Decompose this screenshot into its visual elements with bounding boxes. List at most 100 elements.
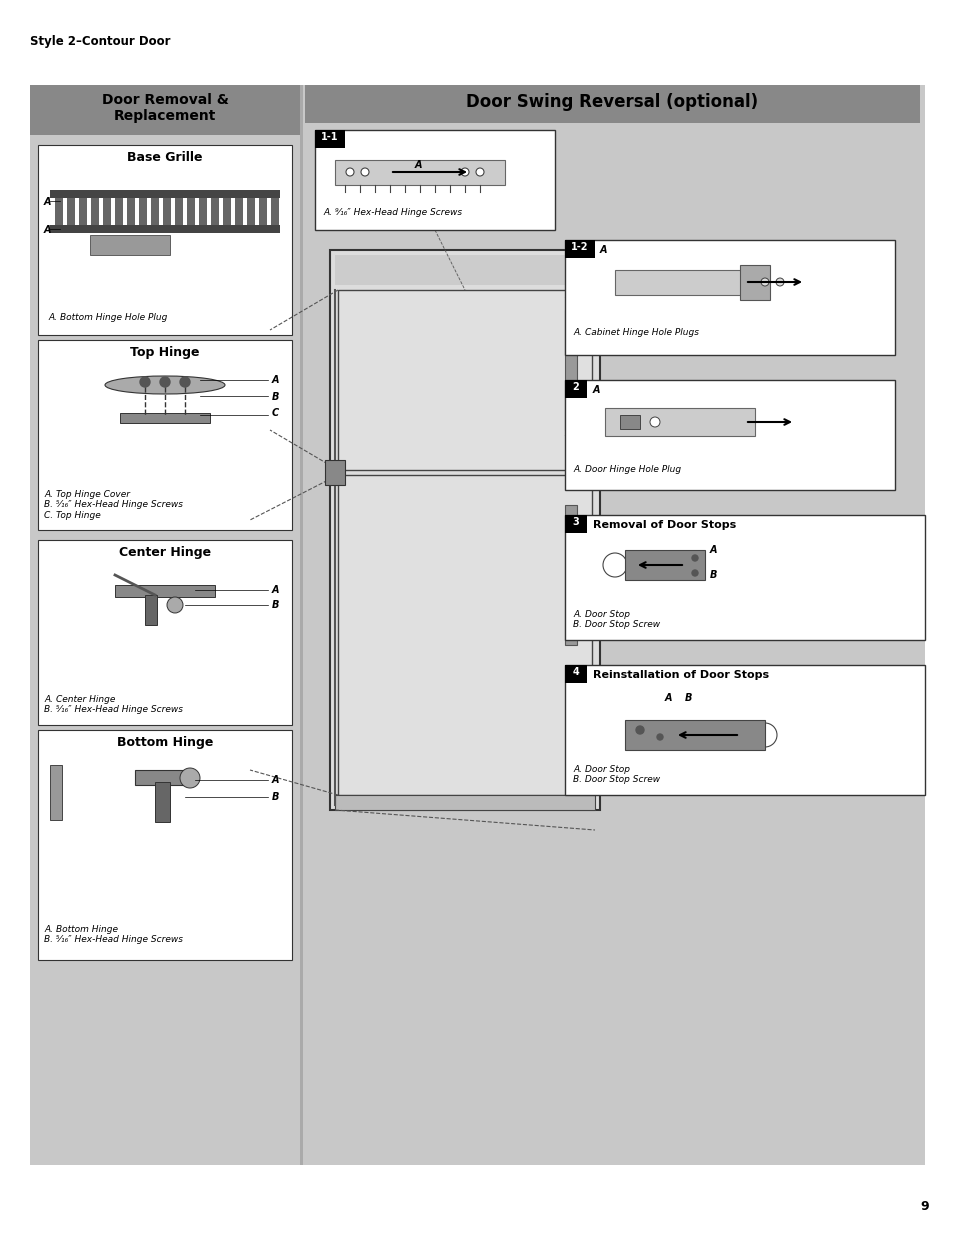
Circle shape: [360, 168, 369, 177]
Bar: [139, 195, 147, 230]
Circle shape: [691, 571, 698, 576]
Bar: [55, 195, 63, 230]
Bar: [604, 408, 754, 436]
Bar: [564, 310, 577, 430]
Bar: [564, 505, 577, 645]
Bar: [38, 340, 292, 530]
Bar: [740, 266, 769, 300]
Text: B: B: [709, 571, 717, 580]
Circle shape: [140, 377, 150, 387]
Bar: [135, 769, 194, 785]
Bar: [624, 720, 764, 750]
Text: A. Bottom Hinge
B. ⁵⁄₁₆″ Hex-Head Hinge Screws: A. Bottom Hinge B. ⁵⁄₁₆″ Hex-Head Hinge …: [44, 925, 183, 945]
Bar: [79, 195, 87, 230]
Bar: [163, 195, 171, 230]
Text: A. ⁹⁄₁₆″ Hex-Head Hinge Screws: A. ⁹⁄₁₆″ Hex-Head Hinge Screws: [323, 207, 461, 217]
Bar: [30, 85, 299, 135]
Text: A: A: [272, 375, 279, 385]
Circle shape: [602, 553, 626, 577]
Bar: [247, 195, 254, 230]
Text: A: A: [415, 161, 422, 170]
Bar: [187, 195, 194, 230]
Text: Bottom Hinge: Bottom Hinge: [116, 736, 213, 748]
Bar: [174, 195, 183, 230]
Text: 2: 2: [572, 382, 578, 391]
Bar: [335, 254, 595, 285]
Circle shape: [775, 278, 783, 287]
Bar: [314, 130, 555, 230]
Text: A: A: [664, 693, 672, 703]
Text: B: B: [684, 693, 692, 703]
Bar: [564, 515, 586, 534]
Text: Center Hinge: Center Hinge: [119, 546, 211, 559]
Bar: [120, 412, 210, 424]
Bar: [305, 85, 919, 124]
Bar: [50, 764, 62, 820]
Bar: [154, 782, 170, 823]
Bar: [115, 195, 123, 230]
Bar: [564, 515, 924, 640]
Circle shape: [657, 734, 662, 740]
Bar: [38, 540, 292, 725]
Text: A: A: [272, 776, 279, 785]
Bar: [127, 195, 135, 230]
Text: Style 2–Contour Door: Style 2–Contour Door: [30, 35, 171, 48]
Bar: [624, 550, 704, 580]
Text: A. Center Hinge
B. ⁵⁄₁₆″ Hex-Head Hinge Screws: A. Center Hinge B. ⁵⁄₁₆″ Hex-Head Hinge …: [44, 695, 183, 714]
Bar: [103, 195, 111, 230]
Bar: [50, 225, 280, 233]
Circle shape: [691, 555, 698, 561]
Text: 3: 3: [572, 517, 578, 527]
Circle shape: [180, 768, 200, 788]
Text: A: A: [709, 545, 717, 555]
Text: A. Bottom Hinge Hole Plug: A. Bottom Hinge Hole Plug: [48, 312, 167, 322]
Bar: [314, 130, 345, 148]
Text: 9: 9: [919, 1200, 927, 1213]
Bar: [325, 459, 345, 485]
Bar: [564, 240, 894, 354]
Bar: [337, 290, 592, 471]
Bar: [335, 161, 504, 185]
Text: A: A: [44, 198, 51, 207]
Circle shape: [167, 597, 183, 613]
Bar: [330, 249, 599, 810]
Bar: [564, 240, 595, 258]
Circle shape: [476, 168, 483, 177]
Text: A. Door Stop
B. Door Stop Screw: A. Door Stop B. Door Stop Screw: [573, 610, 659, 630]
Bar: [564, 664, 586, 683]
Bar: [234, 195, 243, 230]
Text: A: A: [44, 225, 51, 235]
Circle shape: [346, 168, 354, 177]
Text: A. Door Stop
B. Door Stop Screw: A. Door Stop B. Door Stop Screw: [573, 764, 659, 784]
Text: A: A: [593, 385, 599, 395]
Bar: [564, 380, 894, 490]
Text: B: B: [272, 391, 279, 403]
Text: A. Door Hinge Hole Plug: A. Door Hinge Hole Plug: [573, 466, 680, 474]
Ellipse shape: [105, 375, 225, 394]
Text: 1-1: 1-1: [321, 132, 338, 142]
Circle shape: [649, 417, 659, 427]
Circle shape: [760, 278, 768, 287]
Bar: [299, 85, 303, 1165]
Bar: [90, 235, 170, 254]
Text: A: A: [272, 585, 279, 595]
Text: B: B: [272, 792, 279, 802]
Bar: [38, 730, 292, 960]
Text: 1-2: 1-2: [571, 242, 588, 252]
Circle shape: [752, 722, 776, 747]
Bar: [50, 190, 280, 198]
Bar: [38, 144, 292, 335]
Bar: [211, 195, 219, 230]
Text: Door Swing Reversal (optional): Door Swing Reversal (optional): [466, 93, 758, 111]
Text: Door Removal &
Replacement: Door Removal & Replacement: [101, 93, 228, 124]
Text: A. Top Hinge Cover
B. ⁵⁄₁₆″ Hex-Head Hinge Screws
C. Top Hinge: A. Top Hinge Cover B. ⁵⁄₁₆″ Hex-Head Hin…: [44, 490, 183, 520]
Circle shape: [636, 726, 643, 734]
Circle shape: [460, 168, 469, 177]
Bar: [564, 380, 586, 398]
Bar: [115, 585, 214, 597]
Circle shape: [160, 377, 170, 387]
Text: Reinstallation of Door Stops: Reinstallation of Door Stops: [593, 671, 768, 680]
Bar: [619, 415, 639, 429]
Bar: [30, 85, 924, 1165]
Bar: [67, 195, 75, 230]
